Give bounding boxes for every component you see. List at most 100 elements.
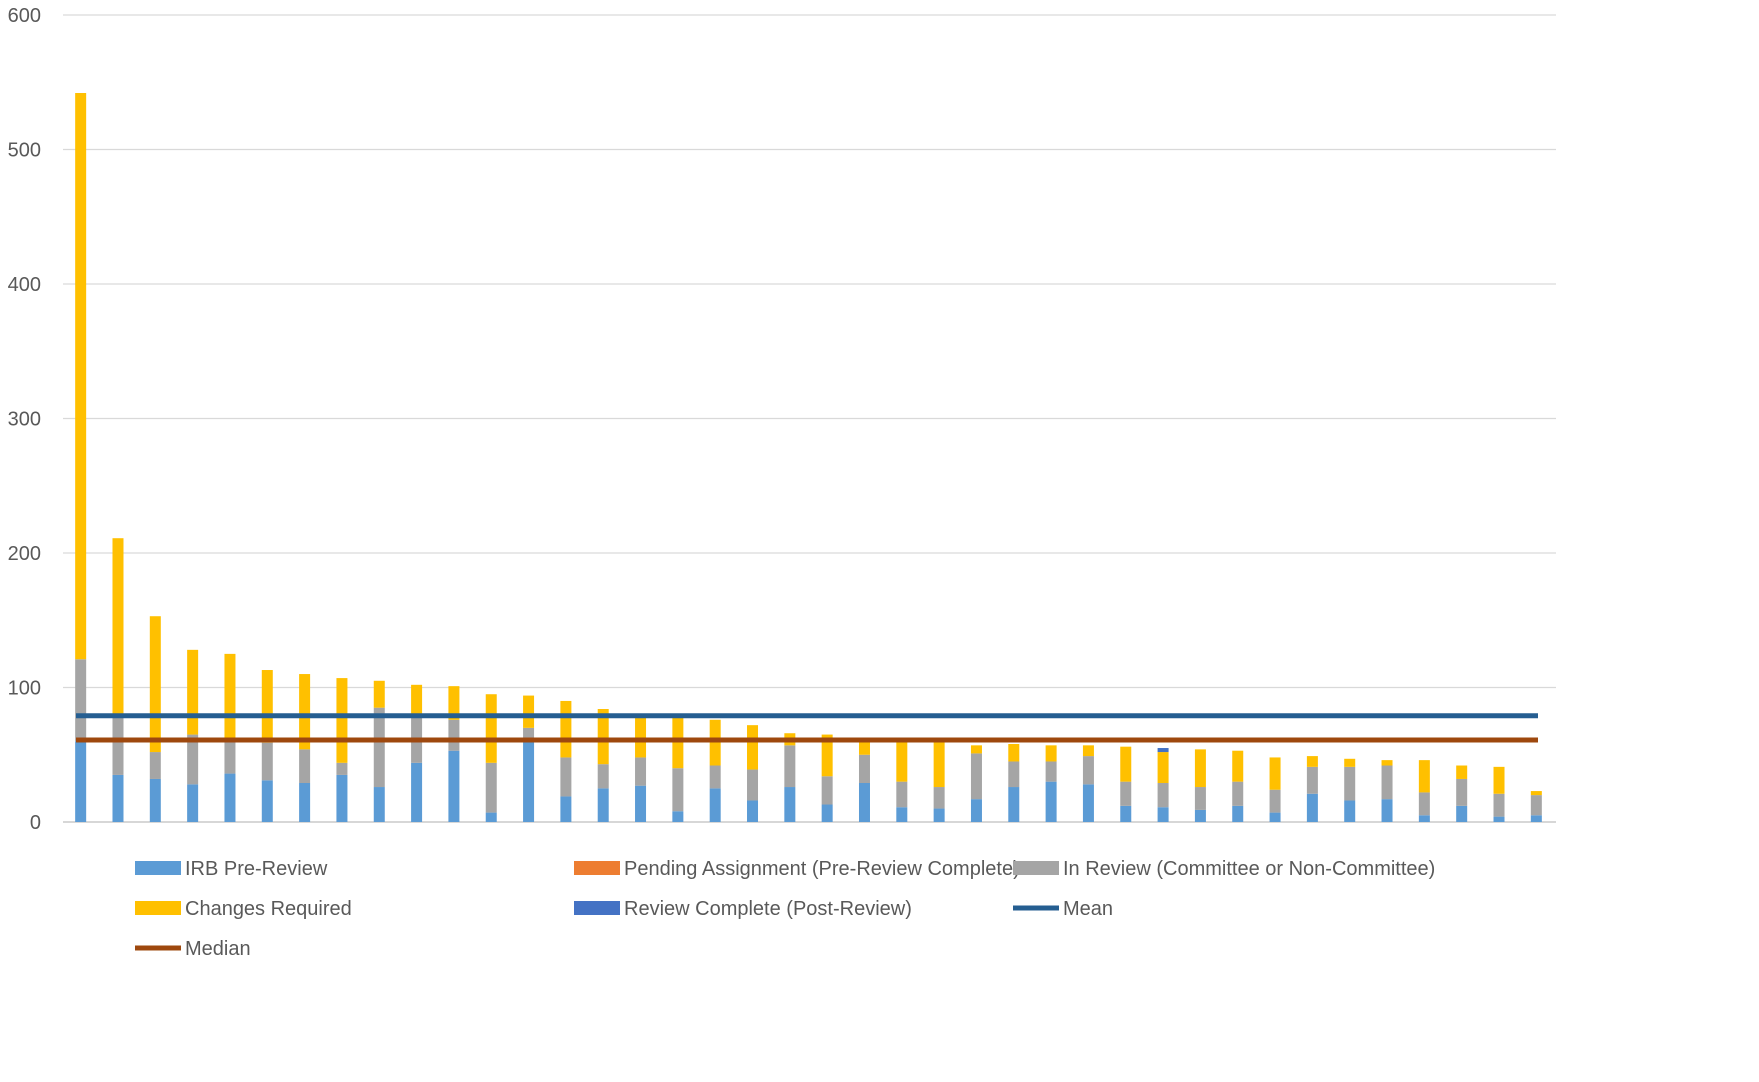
bar-segment	[784, 787, 796, 822]
bar-segment	[635, 757, 647, 786]
bar-segment	[1493, 816, 1505, 822]
bar-segment	[747, 769, 759, 801]
gridlines	[63, 14, 1556, 823]
bar-segment	[970, 753, 982, 800]
bar-segment	[597, 788, 609, 822]
bar-segment	[1269, 812, 1281, 822]
legend-swatch	[135, 861, 181, 875]
bar-segment	[485, 762, 497, 813]
bar-segment	[560, 796, 572, 822]
legend-label: Mean	[1063, 898, 1113, 920]
bar-segment	[635, 715, 647, 758]
legend-label: Median	[185, 938, 251, 960]
bar-segment	[672, 717, 684, 769]
bar-segment	[821, 734, 833, 777]
bar-segment	[1120, 781, 1132, 806]
bar-segment	[597, 764, 609, 789]
bar-segment	[411, 684, 423, 715]
bar-segment	[1120, 805, 1132, 822]
bar-segment	[485, 694, 497, 763]
bar-segment	[299, 782, 311, 822]
legend-label: Changes Required	[185, 898, 352, 920]
bar-segment	[261, 742, 273, 781]
bar-segment	[224, 653, 236, 742]
bar-segment	[1306, 756, 1318, 767]
bar-segment	[448, 750, 460, 822]
bar-segment	[75, 659, 87, 742]
legend-label: IRB Pre-Review	[185, 858, 328, 880]
legend-label: Pending Assignment (Pre-Review Complete)	[624, 858, 1020, 880]
bar-segment	[187, 734, 199, 785]
bar-segment	[112, 774, 124, 822]
y-tick-label: 0	[30, 812, 41, 834]
bar-segment	[821, 776, 833, 805]
y-tick-label: 100	[8, 678, 41, 700]
bar-segment	[75, 93, 87, 660]
bar-segment	[1344, 766, 1356, 801]
y-tick-label: 600	[8, 5, 41, 27]
bar-segment	[1082, 745, 1094, 757]
bar-segment	[1082, 756, 1094, 785]
bar-segment	[1008, 743, 1020, 762]
bar-segment	[1456, 805, 1468, 822]
bar-segment	[1157, 748, 1169, 753]
bar-segment	[224, 773, 236, 822]
bar-segment	[1082, 784, 1094, 822]
bar-segment	[933, 808, 945, 822]
bar-segment	[1381, 765, 1393, 800]
bar-segment	[336, 774, 348, 822]
bar-segment	[1306, 793, 1318, 822]
bar-segment	[187, 784, 199, 822]
y-axis-tick-labels: 0 100 200 300 400 500 600	[8, 5, 41, 834]
bar-segment	[1194, 787, 1206, 810]
bar-segment	[560, 700, 572, 758]
bar-segment	[1008, 761, 1020, 788]
bar-segment	[747, 800, 759, 822]
bar-segment	[187, 649, 199, 735]
bar-segment	[1157, 752, 1169, 783]
bar-segment	[635, 785, 647, 822]
bar-segment	[1157, 782, 1169, 808]
bar-segment	[1232, 781, 1244, 806]
bar-segment	[597, 709, 609, 765]
bar-segment	[709, 788, 721, 822]
bar-segment	[448, 686, 460, 720]
bar-segment	[1456, 765, 1468, 779]
bar-segment	[448, 719, 460, 751]
bar-segment	[523, 741, 535, 822]
bar-segment	[1045, 761, 1057, 782]
bar-segment	[933, 787, 945, 809]
bar-segment	[485, 812, 497, 822]
bar-segment	[411, 762, 423, 822]
bar-segment	[299, 674, 311, 750]
bar-segment	[1530, 795, 1542, 816]
bar-segment	[75, 741, 87, 822]
bar-segment	[1232, 750, 1244, 782]
bar-segment	[1157, 807, 1169, 822]
bar-segment	[1120, 746, 1132, 782]
bar-segment	[149, 778, 161, 822]
bar-segment	[709, 765, 721, 789]
bar-segment	[149, 616, 161, 753]
y-tick-label: 400	[8, 274, 41, 296]
bar-segment	[1232, 805, 1244, 822]
bar-segment	[1045, 781, 1057, 822]
bar-segment	[1306, 766, 1318, 794]
bar-segment	[970, 799, 982, 822]
bar-segment	[373, 707, 385, 788]
bar-segment	[1493, 766, 1505, 794]
y-tick-label: 300	[8, 409, 41, 431]
bar-segment	[709, 719, 721, 766]
legend: IRB Pre-Review Pending Assignment (Pre-Re…	[135, 858, 1435, 960]
bar-segment	[1045, 745, 1057, 762]
bar-segment	[1493, 793, 1505, 817]
bar-segment	[373, 680, 385, 708]
bar-segment	[1418, 792, 1430, 816]
legend-label: In Review (Committee or Non-Committee)	[1063, 858, 1435, 880]
legend-swatch	[574, 861, 620, 875]
y-tick-label: 200	[8, 543, 41, 565]
bar-segment	[560, 757, 572, 797]
legend-label: Review Complete (Post-Review)	[624, 898, 912, 920]
